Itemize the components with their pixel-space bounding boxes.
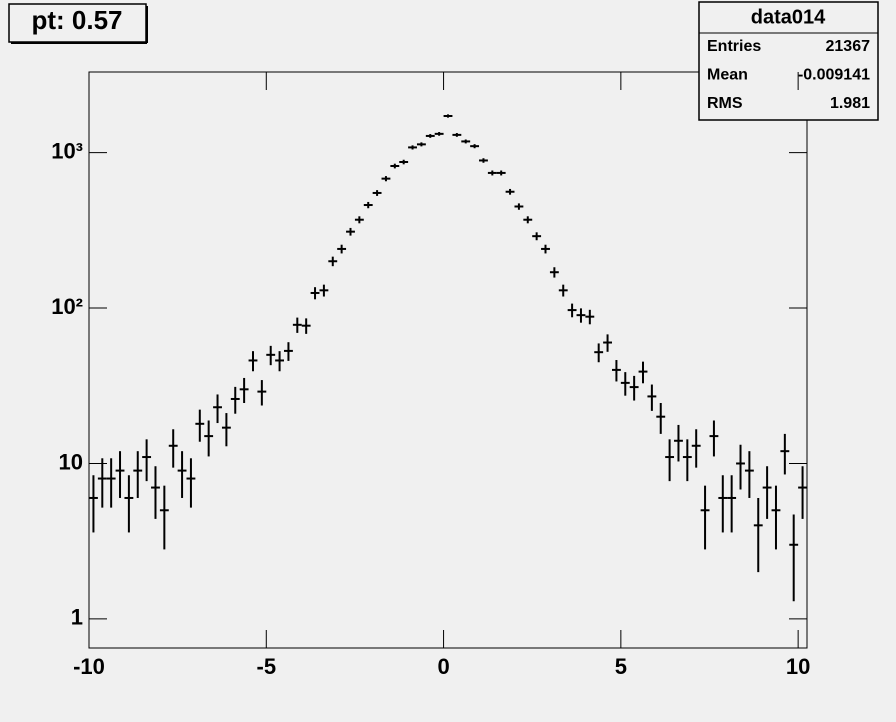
y-tick-label: 10² xyxy=(51,294,83,319)
x-tick-label: 5 xyxy=(615,654,627,679)
stats-value: -0.009141 xyxy=(798,67,870,84)
y-tick-label: 10 xyxy=(59,449,83,474)
x-tick-label: -5 xyxy=(257,654,277,679)
x-tick-label: 10 xyxy=(786,654,810,679)
plot-frame xyxy=(88,71,808,649)
title-box xyxy=(8,3,147,43)
stats-label: Entries xyxy=(707,38,761,55)
stats-value: 1.981 xyxy=(830,95,870,112)
stats-label: RMS xyxy=(707,95,743,112)
x-tick-label: 0 xyxy=(437,654,449,679)
y-tick-label: 10³ xyxy=(51,138,83,163)
chart-title: pt: 0.57 xyxy=(31,5,122,35)
stats-box xyxy=(698,1,879,121)
y-tick-label: 1 xyxy=(71,605,83,630)
stats-value: 21367 xyxy=(826,38,871,55)
x-tick-label: -10 xyxy=(73,654,105,679)
stats-label: Mean xyxy=(707,67,748,84)
stats-title: data014 xyxy=(751,6,826,28)
